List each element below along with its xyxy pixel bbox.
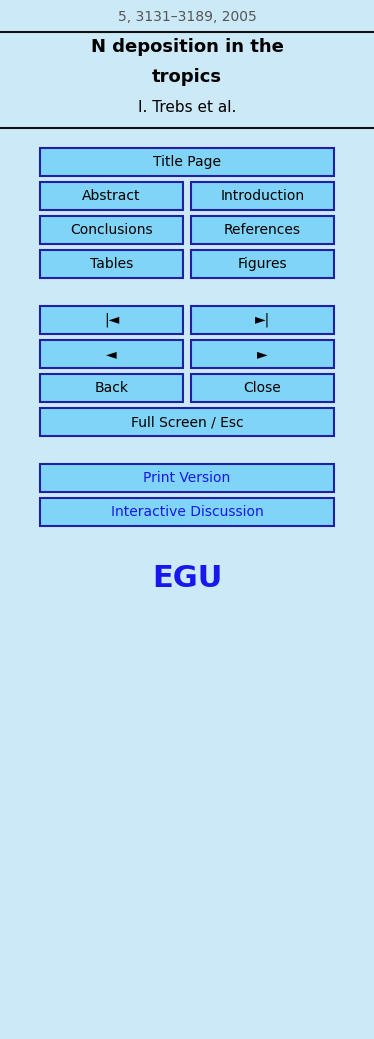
Text: ►: ►: [257, 347, 268, 361]
FancyBboxPatch shape: [40, 216, 183, 244]
Text: Conclusions: Conclusions: [70, 223, 153, 237]
Text: ►|: ►|: [255, 313, 270, 327]
FancyBboxPatch shape: [40, 498, 334, 526]
Text: Full Screen / Esc: Full Screen / Esc: [131, 415, 243, 429]
FancyBboxPatch shape: [40, 307, 183, 334]
Text: N deposition in the: N deposition in the: [91, 38, 283, 56]
Text: Tables: Tables: [90, 257, 133, 271]
FancyBboxPatch shape: [40, 408, 334, 436]
FancyBboxPatch shape: [191, 250, 334, 278]
FancyBboxPatch shape: [40, 182, 183, 210]
Text: EGU: EGU: [152, 564, 222, 593]
Text: Back: Back: [95, 381, 129, 395]
FancyBboxPatch shape: [40, 374, 183, 402]
Text: |◄: |◄: [104, 313, 119, 327]
FancyBboxPatch shape: [191, 182, 334, 210]
Text: Figures: Figures: [238, 257, 287, 271]
Text: Introduction: Introduction: [220, 189, 304, 203]
FancyBboxPatch shape: [191, 216, 334, 244]
Text: Print Version: Print Version: [143, 471, 231, 485]
Text: Interactive Discussion: Interactive Discussion: [111, 505, 263, 520]
FancyBboxPatch shape: [40, 148, 334, 176]
Text: tropics: tropics: [152, 68, 222, 86]
Text: Close: Close: [243, 381, 281, 395]
Text: ◄: ◄: [106, 347, 117, 361]
FancyBboxPatch shape: [40, 340, 183, 368]
Text: 5, 3131–3189, 2005: 5, 3131–3189, 2005: [118, 10, 256, 24]
FancyBboxPatch shape: [191, 374, 334, 402]
Text: Title Page: Title Page: [153, 155, 221, 169]
FancyBboxPatch shape: [191, 307, 334, 334]
Text: References: References: [224, 223, 301, 237]
Text: I. Trebs et al.: I. Trebs et al.: [138, 100, 236, 115]
FancyBboxPatch shape: [40, 464, 334, 492]
FancyBboxPatch shape: [191, 340, 334, 368]
FancyBboxPatch shape: [40, 250, 183, 278]
Text: Abstract: Abstract: [82, 189, 141, 203]
